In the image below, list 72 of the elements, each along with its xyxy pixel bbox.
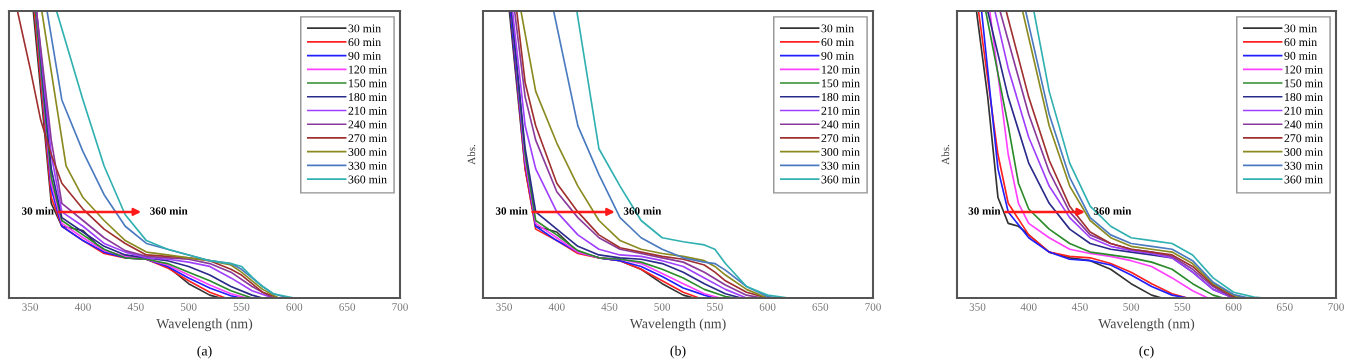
legend-label: 330 min [348, 161, 387, 170]
text: (b) [670, 345, 686, 359]
legend-label: 90 min [348, 51, 381, 60]
legend-label: 180 min [349, 93, 387, 102]
legend-label: 60 min [1284, 38, 1317, 47]
legend-label: 150 min [349, 79, 387, 88]
x-tick-label: 600 [1225, 303, 1242, 311]
legend-label: 330 min [821, 161, 860, 170]
legend-label: 60 min [348, 38, 381, 47]
x-tick-label: 400 [548, 303, 565, 311]
x-tick-label: 350 [969, 303, 986, 311]
legend-label: 210 min [1284, 106, 1323, 115]
text: (c) [1139, 345, 1154, 359]
legend-label: 210 min [348, 106, 387, 115]
x-tick-label: 550 [707, 303, 723, 311]
legend-label: 240 min [1284, 120, 1323, 129]
x-tick-label: 600 [286, 303, 303, 311]
legend-label: 120 min [349, 65, 387, 74]
x-tick-label: 350 [22, 303, 39, 311]
legend-label: 30 min [821, 24, 854, 33]
legend-label: 300 min [348, 147, 387, 156]
x-tick-label: 400 [1020, 303, 1037, 311]
legend-label: 210 min [821, 106, 860, 115]
x-axis-title: Wavelength (nm) [156, 318, 253, 332]
x-tick-label: 350 [496, 303, 512, 311]
legend-label: 30 min [348, 24, 381, 33]
legend-label: 300 min [821, 147, 860, 156]
legend-label: 30 min [1284, 24, 1317, 33]
annotation: 360 min [150, 206, 188, 215]
x-tick-label: 600 [759, 303, 776, 311]
legend-label: 60 min [821, 38, 854, 47]
x-tick-label: 550 [1174, 303, 1191, 311]
x-tick-label: 650 [812, 303, 829, 311]
legend-label: 300 min [1284, 147, 1323, 156]
legend-label: 270 min [821, 134, 860, 143]
x-axis-title: Wavelength (nm) [1098, 318, 1195, 332]
legend-label: 180 min [822, 93, 860, 102]
legend-label: 150 min [822, 79, 860, 88]
legend-label: 180 min [1285, 93, 1323, 102]
legend-label: 90 min [821, 51, 854, 60]
x-tick-label: 700 [865, 303, 881, 311]
x-axis-title: Wavelength (nm) [629, 318, 726, 332]
x-tick-label: 500 [654, 303, 671, 311]
x-tick-label: 650 [1276, 303, 1293, 311]
legend-label: 270 min [348, 134, 387, 143]
annotation: 30 min [968, 206, 1001, 215]
legend-label: 360 min [348, 175, 387, 184]
legend-label: 270 min [1284, 134, 1323, 143]
legend-label: 150 min [1285, 79, 1323, 88]
text: (a) [197, 345, 212, 359]
y-axis-title: Abs. [941, 144, 950, 165]
legend-label: 120 min [822, 65, 860, 74]
legend-label: 120 min [1285, 65, 1323, 74]
x-tick-label: 500 [180, 303, 197, 311]
legend-label: 240 min [821, 120, 860, 129]
x-tick-label: 400 [74, 303, 91, 311]
x-tick-label: 650 [339, 303, 356, 311]
legend-label: 90 min [1284, 51, 1317, 60]
legend-label: 360 min [1284, 175, 1323, 184]
x-tick-label: 450 [601, 303, 618, 311]
y-axis-title: Abs. [467, 144, 476, 165]
x-tick-label: 500 [1123, 303, 1140, 311]
x-tick-label: 450 [127, 303, 144, 311]
x-tick-label: 700 [392, 303, 408, 311]
x-tick-label: 550 [233, 303, 250, 311]
x-tick-label: 450 [1071, 303, 1088, 311]
x-tick-label: 700 [1328, 303, 1344, 311]
legend-label: 360 min [821, 175, 860, 184]
legend-label: 240 min [348, 120, 387, 129]
annotation: 30 min [21, 206, 54, 215]
legend-label: 330 min [1284, 161, 1323, 170]
annotation: 30 min [495, 206, 528, 215]
